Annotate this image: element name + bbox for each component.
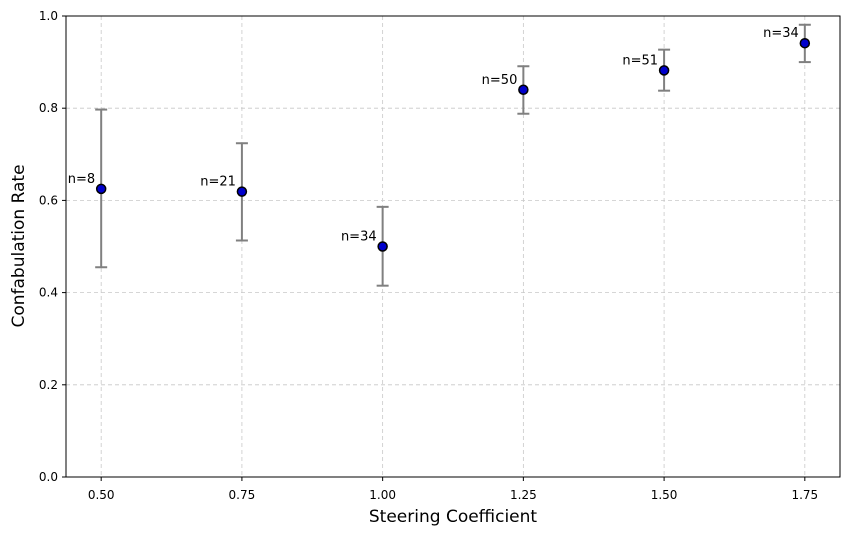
y-axis-label: Confabulation Rate [9, 164, 29, 327]
x-tick-label: 1.75 [791, 488, 818, 502]
sample-size-label: n=50 [482, 73, 518, 88]
plot-area-frame [65, 15, 841, 478]
x-axis-label: Steering Coefficient [369, 507, 538, 527]
y-tick-label: 1.0 [39, 9, 58, 23]
y-tick-label: 0.0 [39, 470, 58, 484]
x-tick-label: 1.25 [510, 488, 537, 502]
data-point [518, 84, 529, 96]
x-axis-ticks: 0.50 0.75 1.00 1.25 1.50 1.75 [88, 477, 818, 502]
x-tick-label: 1.00 [369, 488, 396, 502]
y-tick-label: 0.4 [39, 286, 58, 300]
sample-size-label: n=51 [622, 53, 658, 68]
sample-size-label: n=21 [200, 175, 236, 190]
x-tick-label: 0.50 [88, 488, 115, 502]
data-point [95, 183, 107, 195]
data-point [799, 37, 811, 49]
sample-size-label: n=34 [763, 26, 799, 41]
sample-size-label: n=34 [341, 230, 377, 245]
y-tick-label: 0.8 [39, 101, 58, 115]
data-points [95, 37, 811, 252]
data-point [236, 186, 248, 197]
data-point [658, 65, 670, 76]
y-axis-ticks: 0.0 0.2 0.4 0.6 0.8 1.0 [39, 9, 66, 484]
data-point [377, 241, 388, 252]
sample-size-label: n=8 [68, 172, 95, 187]
x-tick-label: 0.75 [229, 488, 256, 502]
sample-size-labels: n=8 n=21 n=34 n=50 n=51 n=34 [68, 26, 799, 244]
y-tick-label: 0.2 [39, 378, 58, 392]
y-tick-label: 0.6 [39, 193, 58, 207]
x-tick-label: 1.50 [651, 488, 678, 502]
